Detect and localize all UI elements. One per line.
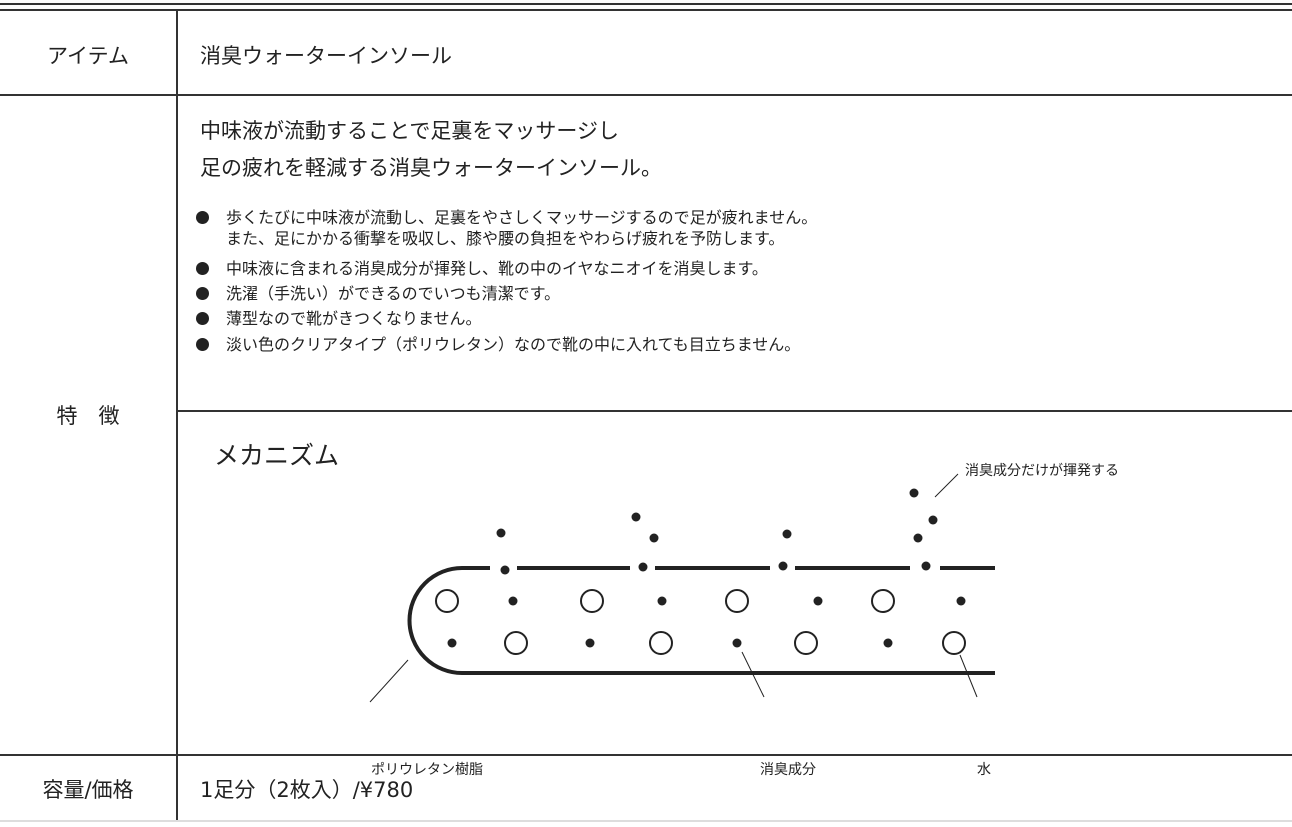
deodorant — [813, 596, 823, 606]
bullet-text: 中味液に含まれる消臭成分が揮発し、靴の中のイヤなニオイを消臭します。 — [226, 259, 768, 278]
water — [435, 589, 459, 613]
deodorant — [585, 638, 595, 648]
water — [794, 631, 818, 655]
diagram-label: 水 — [977, 762, 991, 778]
mechanism-title: メカニズム — [214, 441, 340, 470]
bullet-text: 薄型なので靴がきつくなりません。 — [226, 309, 482, 328]
water — [871, 589, 895, 613]
column-divider — [176, 11, 178, 820]
bullet-text: 洗濯（手洗い）ができるのでいつも清潔です。 — [226, 284, 561, 303]
vapor — [782, 529, 792, 539]
vapor — [496, 528, 506, 538]
bullet: 中味液に含まれる消臭成分が揮発し、靴の中のイヤなニオイを消臭します。 — [196, 258, 768, 279]
bullet-text: また、足にかかる衝撃を吸収し、膝や腰の負担をやわらげ疲れを予防します。 — [226, 229, 785, 248]
water — [725, 589, 749, 613]
bullet: 洗濯（手洗い）ができるのでいつも清潔です。 — [196, 283, 560, 304]
vapor — [500, 565, 510, 575]
vapor — [913, 533, 923, 543]
headline: 足の疲れを軽減する消臭ウォーターインソール。 — [200, 156, 662, 180]
bullet-text: 歩くたびに中味液が流動し、足裏をやさしくマッサージするので足が疲れません。 — [226, 208, 818, 227]
vapor — [631, 512, 641, 522]
rule — [0, 3, 1292, 5]
leader-line — [741, 651, 765, 698]
leader-line — [959, 654, 978, 698]
water — [580, 589, 604, 613]
deodorant — [732, 638, 742, 648]
leader-line — [369, 659, 409, 703]
price: 1足分（2枚入）/¥780 — [200, 778, 414, 802]
vapor — [649, 533, 659, 543]
insole-outline — [407, 566, 995, 675]
vapor — [778, 561, 788, 571]
bullet-text: 淡い色のクリアタイプ（ポリウレタン）なので靴の中に入れても目立ちません。 — [226, 335, 801, 354]
rule — [177, 410, 1292, 412]
item-name: 消臭ウォーターインソール — [200, 44, 452, 68]
vapor — [638, 562, 648, 572]
bullet: 薄型なので靴がきつくなりません。 — [196, 308, 482, 329]
diagram-label: 消臭成分 — [760, 762, 816, 778]
headline: 中味液が流動することで足裏をマッサージし — [200, 119, 619, 143]
rule — [0, 754, 1292, 756]
vapor — [909, 488, 919, 498]
deodorant — [508, 596, 518, 606]
water — [649, 631, 673, 655]
row-label: 容量/価格 — [42, 778, 134, 802]
deodorant — [956, 596, 966, 606]
diagram-label: 消臭成分だけが揮発する — [965, 463, 1119, 479]
vapor — [928, 515, 938, 525]
water — [942, 631, 966, 655]
diagram-label: ポリウレタン樹脂 — [371, 762, 483, 778]
vapor — [921, 561, 931, 571]
row-label: アイテム — [47, 44, 129, 68]
deodorant — [447, 638, 457, 648]
rule — [0, 9, 1292, 11]
row-label: 特 徴 — [56, 404, 120, 428]
leader-line — [934, 473, 959, 498]
rule — [0, 94, 1292, 96]
water — [504, 631, 528, 655]
deodorant — [883, 638, 893, 648]
bullet: 歩くたびに中味液が流動し、足裏をやさしくマッサージするので足が疲れません。 また、… — [196, 207, 817, 249]
deodorant — [657, 596, 667, 606]
rule — [0, 820, 1292, 822]
bullet: 淡い色のクリアタイプ（ポリウレタン）なので靴の中に入れても目立ちません。 — [196, 334, 800, 355]
